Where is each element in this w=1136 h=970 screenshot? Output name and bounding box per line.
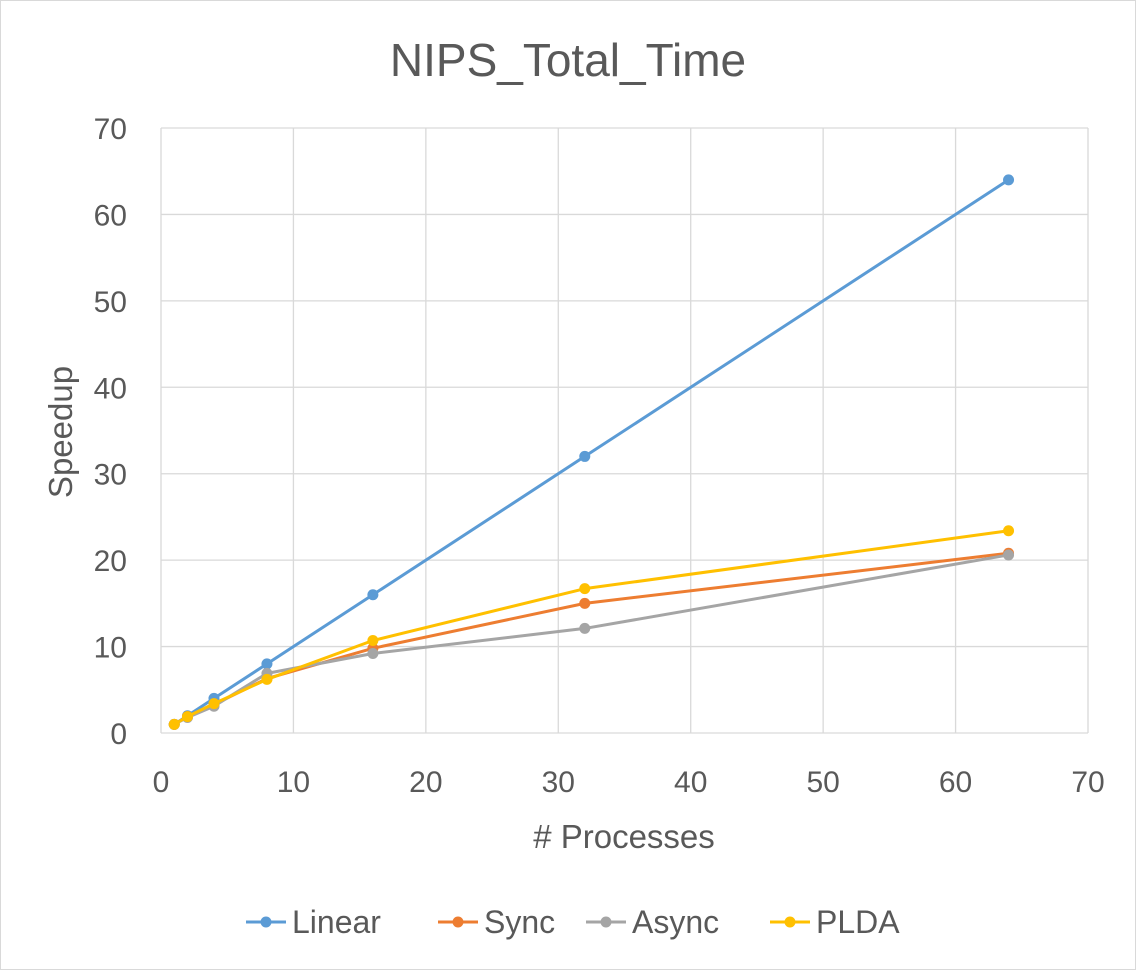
y-tick-label: 0 xyxy=(110,718,127,751)
x-tick-label: 10 xyxy=(277,766,310,799)
y-tick-label: 10 xyxy=(94,632,127,665)
x-tick-label: 20 xyxy=(409,766,442,799)
legend-marker xyxy=(452,916,464,928)
x-tick-label: 70 xyxy=(1071,766,1104,799)
legend-item-async: Async xyxy=(586,904,719,940)
x-tick-label: 30 xyxy=(542,766,575,799)
data-point xyxy=(579,450,591,462)
y-tick-label: 20 xyxy=(94,545,127,578)
x-tick-label: 50 xyxy=(806,766,839,799)
series-line xyxy=(172,178,1011,726)
grid-lines xyxy=(161,127,1089,733)
x-axis-label: # Processes xyxy=(533,818,715,855)
y-axis-label: Speedup xyxy=(42,366,79,498)
y-tick-label: 50 xyxy=(94,286,127,319)
data-point xyxy=(579,622,591,634)
legend-item-linear: Linear xyxy=(246,904,381,940)
series-async xyxy=(168,549,1015,730)
legend-label: Linear xyxy=(292,904,381,940)
y-tick-label: 60 xyxy=(94,199,127,232)
y-tick-label: 70 xyxy=(94,113,127,146)
x-tick-label: 0 xyxy=(153,766,170,799)
series-line xyxy=(172,551,1011,726)
y-tick-label: 40 xyxy=(94,372,127,405)
legend: Linear Sync Async PLDA xyxy=(246,904,900,940)
y-tick-labels: 0 10 20 30 40 50 60 70 xyxy=(94,113,127,751)
legend-marker xyxy=(784,916,796,928)
data-point xyxy=(1003,525,1015,537)
y-tick-label: 30 xyxy=(94,459,127,492)
series-line xyxy=(172,553,1011,726)
data-point xyxy=(261,658,273,670)
x-tick-label: 40 xyxy=(674,766,707,799)
data-point xyxy=(367,589,379,601)
data-point xyxy=(579,583,591,595)
data-point xyxy=(579,597,591,609)
data-point xyxy=(1003,549,1015,561)
data-point xyxy=(261,673,273,685)
axes xyxy=(160,128,1088,734)
series-group xyxy=(168,174,1015,730)
series-plda xyxy=(168,525,1015,730)
data-point xyxy=(208,698,220,710)
legend-item-sync: Sync xyxy=(438,904,555,940)
legend-item-plda: PLDA xyxy=(770,904,900,940)
x-tick-labels: 0 10 20 30 40 50 60 70 xyxy=(153,766,1105,799)
legend-label: PLDA xyxy=(816,904,900,940)
legend-label: Sync xyxy=(484,904,555,940)
data-point xyxy=(367,635,379,647)
data-point xyxy=(181,711,193,723)
data-point xyxy=(1003,174,1015,186)
x-tick-label: 60 xyxy=(939,766,972,799)
legend-marker xyxy=(260,916,272,928)
data-point xyxy=(168,718,180,730)
data-point xyxy=(367,647,379,659)
chart-title: NIPS_Total_Time xyxy=(390,34,746,86)
legend-marker xyxy=(600,916,612,928)
legend-label: Async xyxy=(632,904,719,940)
